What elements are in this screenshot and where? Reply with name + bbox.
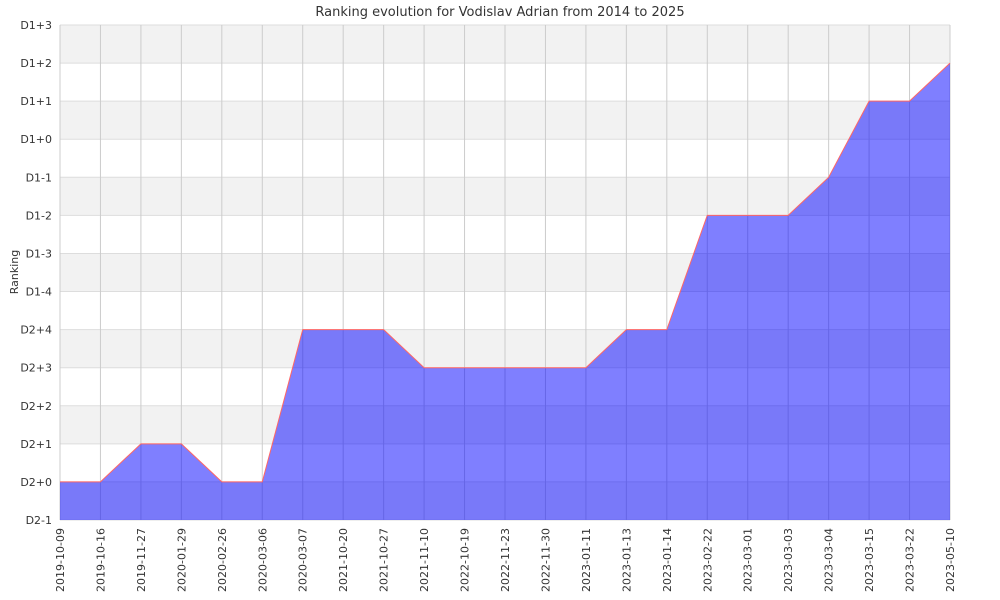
x-tick-label: 2023-01-14 — [661, 528, 674, 592]
x-tick-label: 2023-05-10 — [944, 528, 957, 592]
x-tick-label: 2022-10-19 — [459, 528, 472, 592]
x-tick-label: 2023-03-22 — [904, 528, 917, 592]
y-tick-label: D1-1 — [26, 171, 52, 184]
x-tick-labels: 2019-10-09 2019-10-16 2019-11-27 2020-01-29… — [54, 528, 957, 592]
x-tick-label: 2023-01-11 — [580, 528, 593, 592]
y-tick-label: D1+2 — [20, 57, 52, 70]
x-tick-label: 2023-03-03 — [782, 528, 795, 592]
x-tick-label: 2019-11-27 — [135, 528, 148, 592]
x-tick-label: 2020-03-07 — [297, 528, 310, 592]
y-tick-label: D1+3 — [20, 19, 52, 32]
x-tick-label: 2020-01-29 — [175, 528, 188, 592]
x-tick-label: 2022-11-23 — [499, 528, 512, 592]
x-tick-label: 2021-10-20 — [337, 528, 350, 592]
y-tick-label: D2-1 — [26, 514, 52, 527]
y-tick-labels: D2-1 D2+0 D2+1 D2+2 D2+3 D2+4 D1-4 D1-3 D1-2 D1-1… — [20, 19, 52, 527]
series-line — [60, 62, 951, 483]
y-tick-label: D2+4 — [20, 324, 52, 337]
y-axis-label: Ranking — [8, 250, 21, 295]
x-tick-label: 2023-01-13 — [620, 528, 633, 592]
x-tick-label: 2020-03-06 — [256, 528, 269, 592]
x-tick-label: 2020-02-26 — [216, 528, 229, 592]
y-tick-label: D1-4 — [26, 286, 52, 299]
y-tick-label: D1+1 — [20, 95, 52, 108]
y-tick-label: D1-2 — [26, 209, 52, 222]
y-tick-label: D2+0 — [20, 476, 52, 489]
x-tick-label: 2021-10-27 — [378, 528, 391, 592]
x-tick-label: 2022-11-30 — [539, 528, 552, 592]
y-tick-label: D1+0 — [20, 133, 52, 146]
x-tick-label: 2019-10-09 — [54, 528, 67, 592]
chart-title: Ranking evolution for Vodislav Adrian fr… — [315, 5, 684, 20]
x-tick-label: 2019-10-16 — [94, 528, 107, 592]
x-tick-label: 2021-11-10 — [418, 528, 431, 592]
y-tick-label: D2+3 — [20, 362, 52, 375]
x-tick-label: 2023-03-01 — [742, 528, 755, 592]
x-tick-label: 2023-03-15 — [863, 528, 876, 592]
x-tick-label: 2023-03-04 — [823, 528, 836, 592]
y-tick-label: D1-3 — [26, 247, 52, 260]
series-layer — [60, 62, 951, 520]
y-tick-label: D2+2 — [20, 400, 52, 413]
x-tick-label: 2023-02-22 — [701, 528, 714, 592]
y-tick-label: D2+1 — [20, 438, 52, 451]
